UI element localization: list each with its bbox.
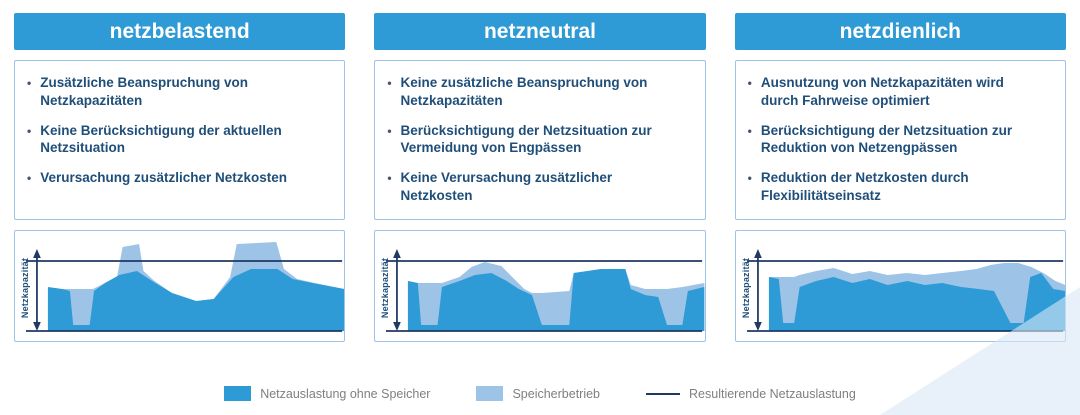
- bullet-dot: •: [27, 171, 32, 186]
- y-axis-label: Netzkapazität: [20, 257, 30, 319]
- legend-label: Netzauslastung ohne Speicher: [260, 386, 431, 401]
- bullet-text: Zusätzliche Beanspruchung von Netzkapazi…: [40, 75, 248, 108]
- column-title: netzdienlich: [839, 19, 961, 43]
- bullet-dot: •: [747, 123, 752, 138]
- result-line-swatch: [646, 392, 681, 395]
- bullet-text: Keine zusätzliche Beanspruchung von Netz…: [400, 75, 648, 108]
- bullet-item: • Keine Verursachung zusätzlicher Netzkos…: [385, 169, 692, 205]
- column-header-netzneutral: netzneutral: [374, 13, 706, 50]
- bullet-list: • Keine zusätzliche Beanspruchung von Net…: [385, 74, 692, 205]
- bullet-item: • Keine zusätzliche Beanspruchung von Net…: [385, 74, 692, 110]
- legend-item-storage: Speicherbetrieb: [476, 386, 600, 401]
- legend: Netzauslastung ohne Speicher Speicherbet…: [0, 386, 1080, 401]
- bullet-text: Reduktion der Netzkosten durch Flexibili…: [760, 170, 969, 204]
- column-header-netzdienlich: netzdienlich: [734, 13, 1066, 50]
- bullet-dot: •: [387, 76, 392, 90]
- bullet-text: Berücksichtigung der Netzsituation zur R…: [760, 122, 1013, 156]
- y-axis-label: Netzkapazität: [380, 257, 391, 319]
- bullet-item: • Ausnutzung von Netzkapazitäten wird dur…: [746, 74, 1053, 110]
- legend-label: Speicherbetrieb: [512, 386, 601, 401]
- bullet-item: • Keine Berücksichtigung der aktuellen Ne…: [25, 122, 332, 158]
- chart-box-netzneutral: Netzkapazität: [374, 230, 706, 342]
- bullet-dot: •: [387, 123, 392, 138]
- bullet-list: • Zusätzliche Beanspruchung von Netzkapaz…: [25, 74, 332, 187]
- bullet-dot: •: [27, 76, 32, 90]
- bullet-dot: •: [27, 123, 32, 138]
- bullet-text: Keine Verursachung zusätzlicher Netzkost…: [400, 170, 613, 204]
- bullet-item: • Berücksichtigung der Netzsituation zur …: [746, 122, 1053, 158]
- bullet-box-netzdienlich: • Ausnutzung von Netzkapazitäten wird dur…: [734, 60, 1066, 220]
- legend-item-result: Resultierende Netzauslastung: [646, 387, 856, 401]
- bullet-dot: •: [747, 76, 752, 90]
- bullet-item: • Verursachung zusätzlicher Netzkosten: [25, 169, 332, 187]
- load-chart-netzneutral: [386, 249, 705, 332]
- bullet-item: • Berücksichtigung der Netzsituation zur …: [385, 122, 692, 158]
- column-title: netzneutral: [483, 19, 596, 43]
- column-title: netzbelastend: [109, 19, 250, 43]
- bullet-item: • Zusätzliche Beanspruchung von Netzkapaz…: [25, 74, 332, 110]
- bullet-dot: •: [387, 171, 392, 186]
- legend-item-load: Netzauslastung ohne Speicher: [224, 386, 430, 401]
- columns-row: netzbelastend • Zusätzliche Beanspruchung…: [14, 13, 1066, 342]
- load-color-swatch: [224, 386, 252, 401]
- load-chart-netzdienlich: [746, 249, 1065, 332]
- load-chart-netzbelastend: [25, 242, 345, 332]
- bullet-text: Berücksichtigung der Netzsituation zur V…: [400, 122, 652, 156]
- bullet-list: • Ausnutzung von Netzkapazitäten wird dur…: [746, 74, 1053, 205]
- column-netzdienlich: netzdienlich • Ausnutzung von Netzkapazit…: [734, 13, 1066, 342]
- chart-box-netzdienlich: Netzkapazität: [734, 230, 1066, 342]
- y-axis-label: Netzkapazität: [740, 257, 751, 319]
- bullet-text: Ausnutzung von Netzkapazitäten wird durc…: [760, 75, 1004, 108]
- bullet-dot: •: [747, 171, 752, 186]
- column-header-netzbelastend: netzbelastend: [14, 13, 346, 50]
- bullet-text: Verursachung zusätzlicher Netzkosten: [40, 170, 288, 186]
- column-netzbelastend: netzbelastend • Zusätzliche Beanspruchung…: [14, 13, 346, 342]
- column-netzneutral: netzneutral • Keine zusätzliche Beanspruc…: [374, 13, 706, 342]
- bullet-box-netzneutral: • Keine zusätzliche Beanspruchung von Net…: [374, 60, 706, 220]
- bullet-text: Keine Berücksichtigung der aktuellen Net…: [40, 122, 282, 156]
- chart-box-netzbelastend: Netzkapazität: [14, 230, 346, 342]
- bullet-box-netzbelastend: • Zusätzliche Beanspruchung von Netzkapaz…: [14, 60, 346, 220]
- storage-color-swatch: [476, 386, 504, 401]
- legend-label: Resultierende Netzauslastung: [689, 386, 856, 401]
- bullet-item: • Reduktion der Netzkosten durch Flexibil…: [746, 169, 1053, 205]
